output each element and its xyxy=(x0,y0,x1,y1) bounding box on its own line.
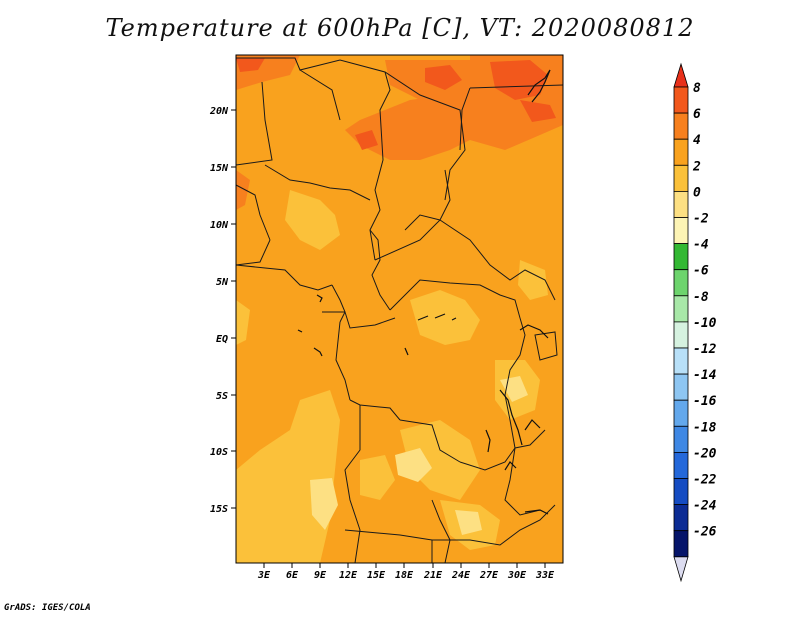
lon-tick-label: 6E xyxy=(286,570,299,581)
cool-zones xyxy=(236,190,548,563)
colorbar-band xyxy=(673,478,689,506)
colorbar-label: -8 xyxy=(693,290,709,305)
colorbar-band xyxy=(673,451,689,479)
colorbar-label: -6 xyxy=(693,264,709,279)
colorbar-band xyxy=(673,190,689,218)
colorbar-label: -24 xyxy=(693,499,717,514)
lat-tick-label: 5S xyxy=(216,391,228,402)
colorbar-band xyxy=(673,347,689,375)
lon-tick-label: 18E xyxy=(395,570,414,581)
map-title: Temperature at 600hPa [C], VT: 202008081… xyxy=(105,14,695,42)
credit-label: GrADS: IGES/COLA xyxy=(4,603,91,613)
country-borders xyxy=(236,57,563,563)
lat-tick-label: 20N xyxy=(209,106,229,117)
lon-tick-label: 3E xyxy=(257,570,271,581)
lon-tick-label: 33E xyxy=(535,570,555,581)
colorbar-band xyxy=(673,321,689,349)
colorbar-label: -4 xyxy=(693,238,709,253)
lat-tick-label: EQ xyxy=(216,334,228,345)
colorbar-band xyxy=(673,295,689,323)
colorbar-label: -2 xyxy=(693,212,709,227)
lat-tick-label: 10S xyxy=(210,447,228,458)
lakes-and-coast xyxy=(297,69,551,515)
lat-tick-label: 10N xyxy=(210,220,229,231)
colorbar-band xyxy=(673,138,689,166)
colorbar-band xyxy=(673,112,689,140)
colorbar-band xyxy=(673,164,689,192)
colorbar-label: 2 xyxy=(692,159,701,174)
colorbar-label: -10 xyxy=(693,316,717,331)
lon-tick-label: 21E xyxy=(423,570,443,581)
hot-zones xyxy=(236,58,556,150)
colorbar-bottom-arrow xyxy=(673,556,689,583)
lon-tick-label: 9E xyxy=(314,570,327,581)
colorbar-band xyxy=(673,504,689,532)
lat-tick-label: 15S xyxy=(210,504,228,515)
colorbar-label: -14 xyxy=(693,368,717,383)
lon-tick-label: 24E xyxy=(451,570,471,581)
colorbar-label: -22 xyxy=(693,473,717,488)
colorbar-label: 6 xyxy=(693,107,701,122)
lat-tick-label: 5N xyxy=(216,277,229,288)
lat-tick-label: 15N xyxy=(210,163,229,174)
lon-tick-label: 12E xyxy=(339,570,358,581)
lon-axis: 3E 6E 9E 12E 15E 18E 21E 24E 27E 30E 33E xyxy=(257,563,555,581)
colorbar-label: -26 xyxy=(693,525,717,540)
map-panel xyxy=(236,55,563,563)
lat-axis: 20N 15N 10N 5N EQ 5S 10S 15S xyxy=(209,106,236,515)
colorbar-band xyxy=(673,399,689,427)
colorbar-band xyxy=(673,217,689,245)
colorbar-label: 4 xyxy=(693,133,701,148)
lon-tick-label: 27E xyxy=(479,570,499,581)
colorbar-label: 0 xyxy=(693,185,701,200)
colorbar-label: -16 xyxy=(693,394,717,409)
map-frame xyxy=(235,54,564,564)
colorbar-label: -20 xyxy=(693,446,717,461)
colorbar-label: -12 xyxy=(693,342,717,357)
colorbar-band xyxy=(673,425,689,453)
colorbar-band xyxy=(673,86,689,114)
colorbar-band xyxy=(673,530,689,558)
colorbar-label: 8 xyxy=(693,81,701,96)
colorbar-top-arrow xyxy=(673,62,689,88)
lon-tick-label: 30E xyxy=(507,570,527,581)
colorbar: 8 6 4 2 0 -2 -4 -6 -8 -10 -12 -14 -16 -18 -20 -22 -24 -26 xyxy=(673,62,717,583)
colorbar-label: -18 xyxy=(693,420,717,435)
lon-tick-label: 15E xyxy=(367,570,386,581)
colorbar-band xyxy=(673,269,689,297)
colorbar-band xyxy=(673,243,689,271)
colorbar-band xyxy=(673,373,689,401)
